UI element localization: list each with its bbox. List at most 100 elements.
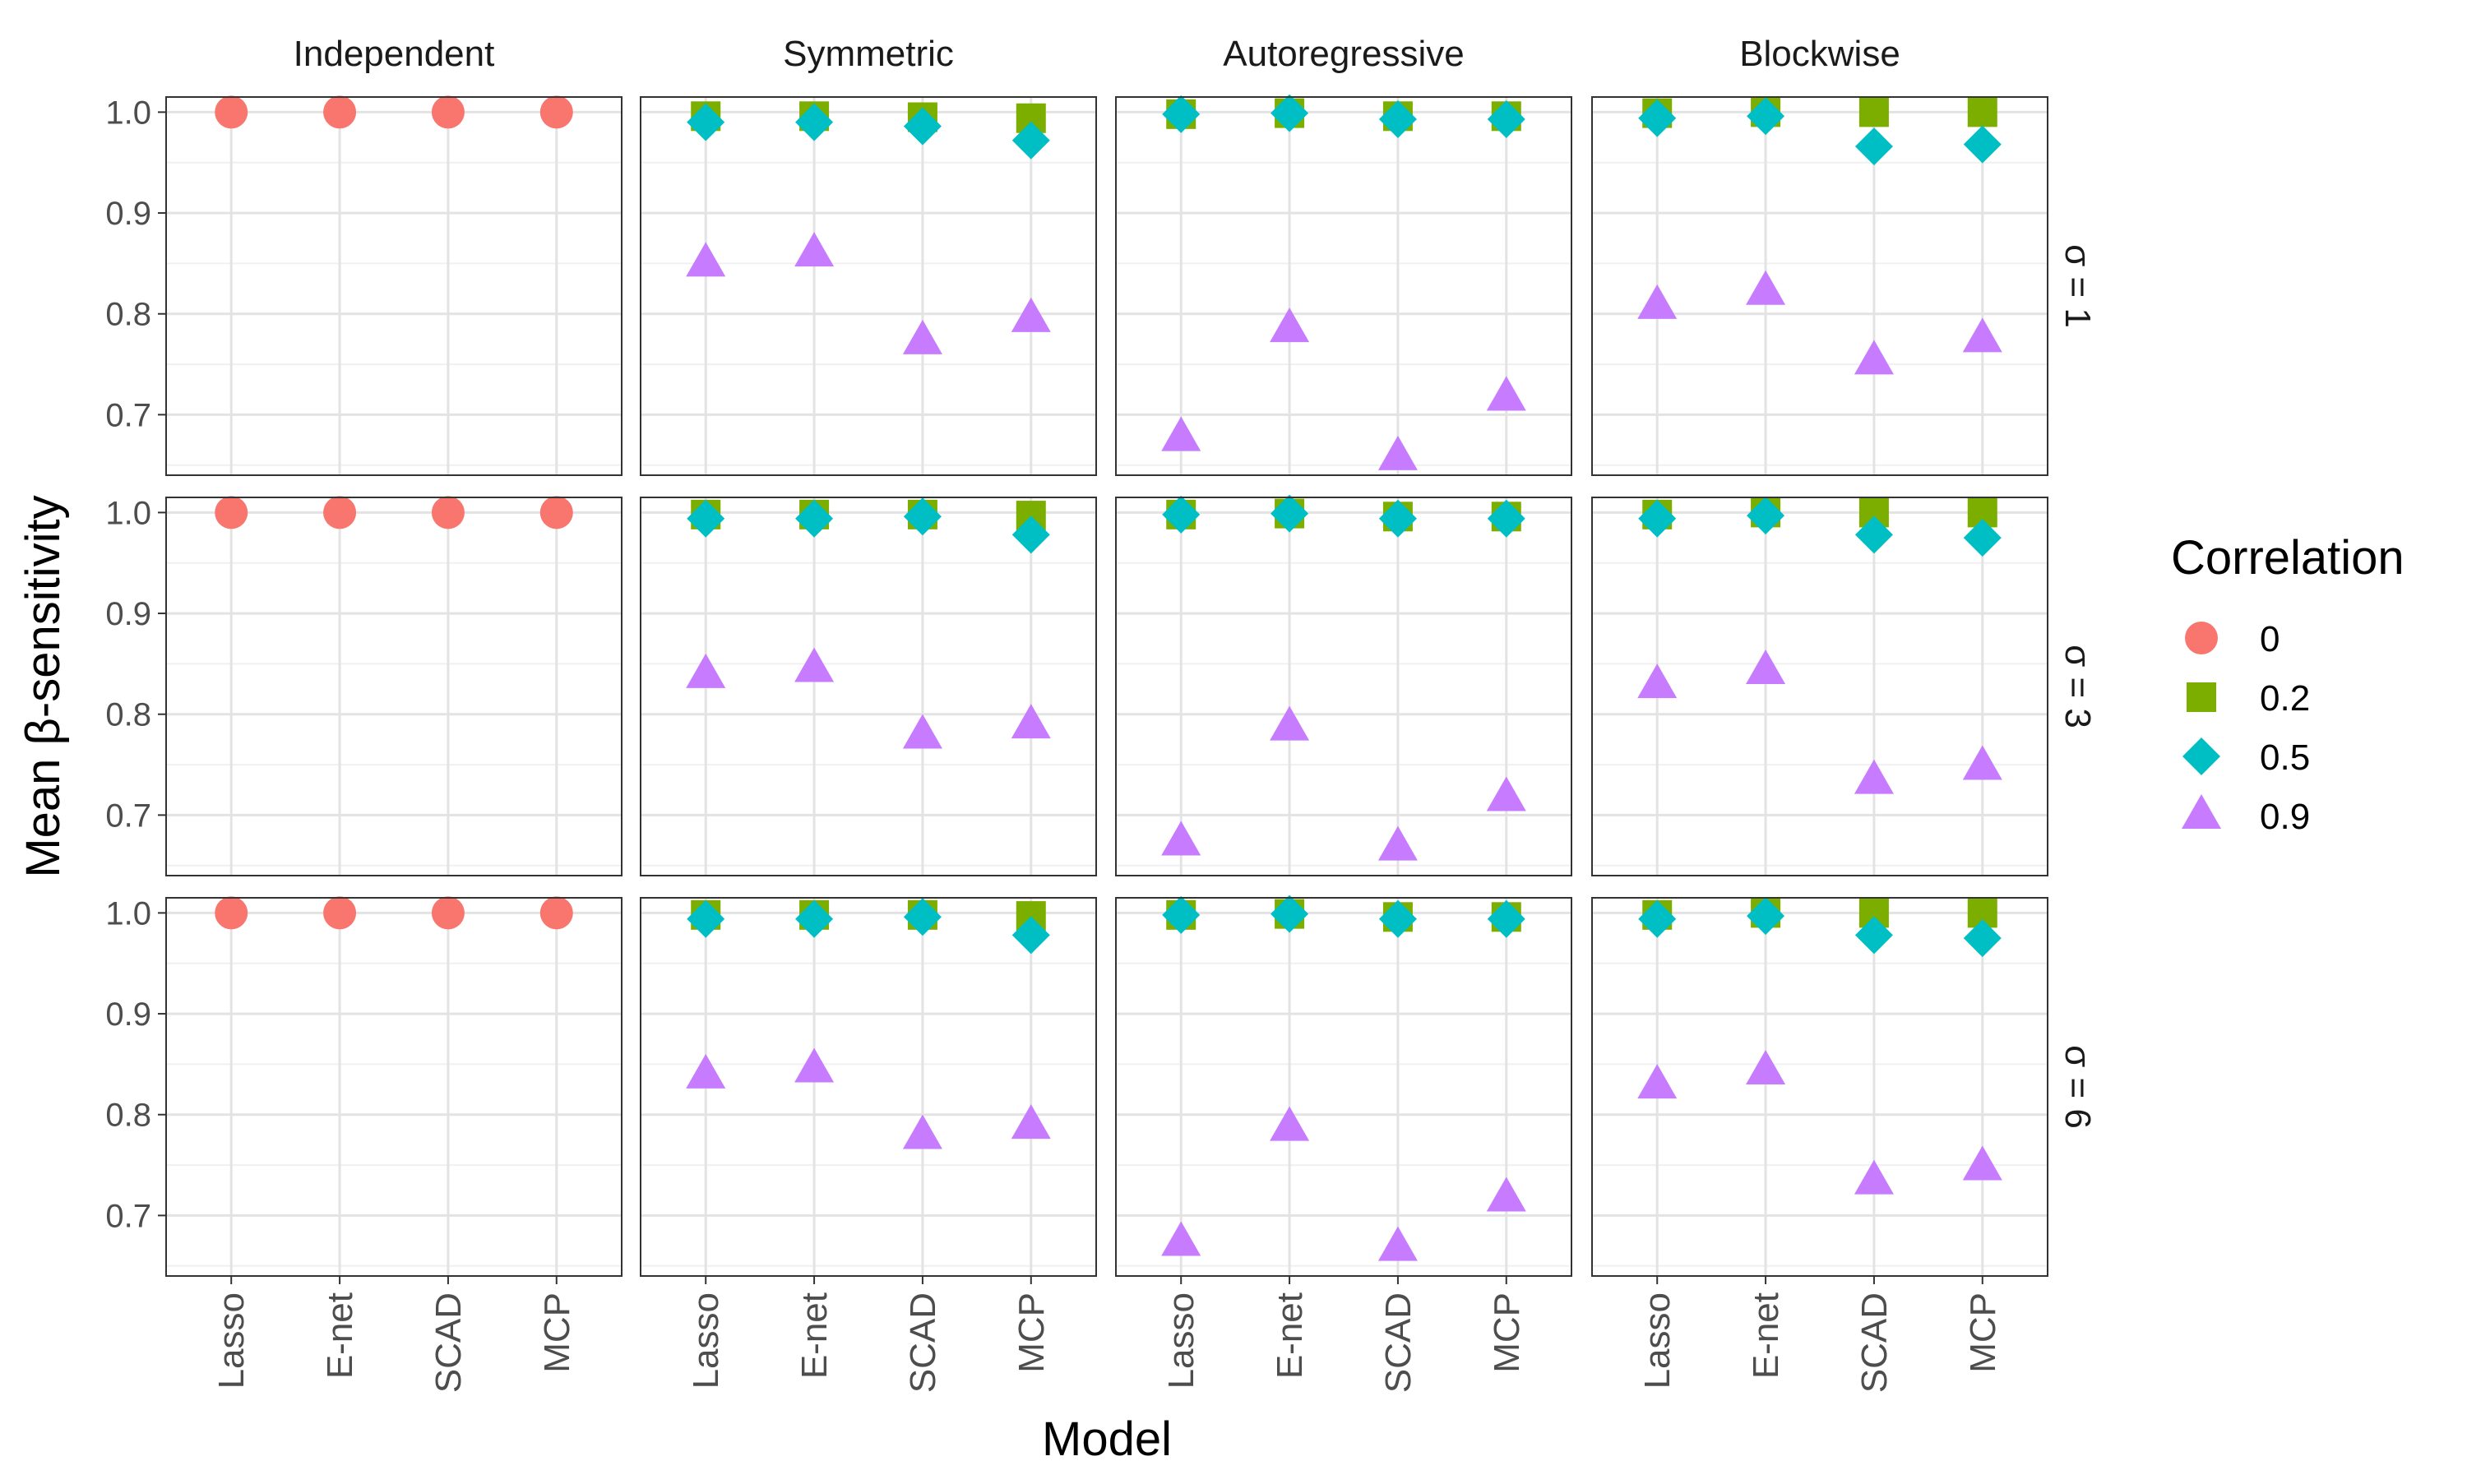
data-point-corr-0-9 (1161, 821, 1201, 856)
panel-border (165, 497, 623, 876)
data-point-corr-0-5 (1162, 95, 1201, 133)
facet-column-title: Symmetric (783, 34, 954, 74)
data-point-corr-0 (431, 95, 465, 129)
data-point-corr-0-9 (1746, 270, 1786, 305)
data-point-corr-0-5 (1487, 499, 1525, 538)
data-point-corr-0-5 (1963, 125, 2002, 164)
facet-column-title: Autoregressive (1223, 34, 1464, 74)
data-point-corr-0-5 (1747, 97, 1785, 136)
data-point-corr-0-5 (687, 103, 725, 141)
facet-panel (1115, 94, 1572, 476)
x-tick-label: Lasso (686, 1292, 726, 1389)
data-point-corr-0-9 (902, 1114, 942, 1149)
facet-panel (1115, 895, 1572, 1277)
data-point-corr-0-5 (1638, 899, 1677, 938)
data-point-corr-0-9 (1637, 1064, 1678, 1099)
data-point-corr-0-9 (1161, 416, 1201, 451)
data-point-corr-0 (215, 496, 248, 529)
x-tick-label: SCAD (1854, 1292, 1895, 1393)
legend-entry: 0.2 (2187, 678, 2310, 719)
data-point-corr-0-9 (794, 232, 835, 267)
panel-border (1591, 96, 2048, 476)
legend-label: 0.5 (2260, 737, 2310, 778)
panel-border (640, 897, 1097, 1277)
data-point-corr-0-9 (1270, 307, 1310, 343)
legend-label: 0 (2260, 619, 2280, 659)
data-point-corr-0-9 (902, 714, 942, 749)
data-point-corr-0-5 (1271, 494, 1309, 533)
data-point-corr-0-9 (902, 319, 942, 354)
data-point-corr-0-9 (1746, 1049, 1786, 1084)
data-point-corr-0 (539, 95, 573, 129)
x-tick-label: SCAD (428, 1292, 469, 1393)
data-point-corr-0-5 (1963, 919, 2002, 958)
facet-panel (165, 496, 623, 876)
legend-title: Correlation (2171, 531, 2405, 585)
panel-border (1591, 497, 2048, 876)
data-point-corr-0-9 (1377, 825, 1418, 861)
facet-panel (1115, 494, 1572, 876)
data-point-corr-0-9 (1377, 1226, 1418, 1261)
facet-column-title: Blockwise (1739, 34, 1900, 74)
panel-background (1116, 898, 1571, 1276)
data-point-corr-0-5 (903, 497, 942, 536)
panel-border (1115, 897, 1572, 1277)
x-tick-label: E-net (794, 1292, 835, 1379)
data-point-corr-0-9 (1486, 776, 1526, 811)
data-point-corr-0-9 (1161, 1221, 1201, 1256)
data-point-corr-0-5 (1487, 99, 1525, 138)
data-point-corr-0-5 (1162, 495, 1201, 534)
data-point-corr-0-9 (1962, 1145, 2002, 1181)
data-point-corr-0-9 (1637, 663, 1678, 699)
data-point-corr-0-9 (686, 242, 726, 277)
panel-background (641, 97, 1096, 475)
panel-border (1115, 96, 1572, 476)
panel-background (1116, 97, 1571, 475)
facet-column-title: Independent (294, 34, 495, 74)
y-axis-title: Mean β-sensitivity (16, 495, 70, 877)
data-point-corr-0-9 (1854, 340, 1894, 375)
data-point-corr-0-5 (1378, 99, 1417, 138)
panel-background (1592, 97, 2048, 475)
data-point-corr-0-5 (795, 103, 834, 141)
data-point-corr-0-9 (1377, 435, 1418, 470)
data-point-corr-0-9 (1270, 705, 1310, 741)
facet-panel (640, 497, 1097, 876)
panel-border (165, 897, 623, 1277)
data-point-corr-0-9 (794, 1047, 835, 1083)
panel-background (1116, 497, 1571, 876)
data-point-corr-0-9 (1011, 1104, 1051, 1140)
y-tick-label: 1.0 (105, 95, 151, 131)
facet-panel (1591, 897, 2048, 1277)
x-tick-label: E-net (320, 1292, 360, 1379)
data-point-corr-0 (323, 896, 357, 930)
data-point-corr-0-5 (1162, 895, 1201, 934)
legend-entry: 0.9 (2182, 793, 2310, 837)
data-point-corr-0-5 (1638, 499, 1677, 538)
data-point-corr-0-5 (1378, 499, 1417, 538)
data-point-corr-0 (215, 896, 248, 930)
legend-key-square (2187, 682, 2216, 712)
facet-panel (640, 96, 1097, 476)
data-point-corr-0 (323, 496, 357, 529)
y-tick-label: 0.8 (105, 297, 151, 333)
data-point-corr-0 (323, 95, 357, 129)
data-point-corr-0-5 (1638, 99, 1677, 137)
data-point-corr-0-5 (1271, 94, 1309, 132)
data-point-corr-0-9 (1854, 1159, 1894, 1195)
data-point-corr-0-5 (1011, 121, 1050, 159)
data-point-corr-0-9 (1011, 704, 1051, 739)
data-point-corr-0-9 (1962, 745, 2002, 780)
data-point-corr-0-5 (1747, 897, 1785, 936)
data-point-corr-0-9 (1854, 759, 1894, 794)
legend-key-diamond (2182, 737, 2220, 775)
panel-border (1591, 897, 2048, 1277)
facet-panel (640, 897, 1097, 1277)
y-tick-label: 0.8 (105, 1098, 151, 1134)
data-point-corr-0-5 (903, 107, 942, 146)
panel-border (640, 96, 1097, 476)
facet-row-title: σ = 1 (2057, 244, 2098, 328)
panel-background (166, 97, 622, 475)
